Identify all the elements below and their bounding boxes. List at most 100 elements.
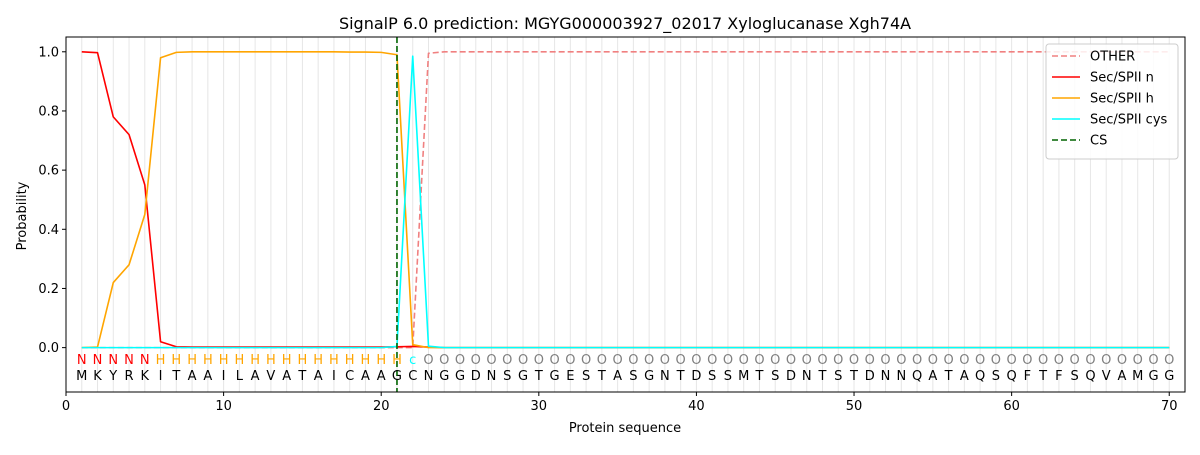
- region-label: O: [1133, 353, 1143, 368]
- series-line-1: [81, 50, 1170, 349]
- residue-label: S: [771, 369, 779, 384]
- residue-label: T: [1038, 369, 1047, 384]
- region-label: O: [975, 353, 985, 368]
- residue-label: M: [1132, 369, 1143, 384]
- residue-label: S: [708, 369, 716, 384]
- region-label: N: [124, 353, 134, 368]
- residue-label: N: [896, 369, 906, 384]
- residue-label: A: [377, 369, 386, 384]
- residue-label: T: [171, 369, 180, 384]
- residue-label: T: [534, 369, 543, 384]
- region-label: O: [880, 353, 890, 368]
- y-tick-label: 0.0: [38, 341, 59, 356]
- residue-label: D: [691, 369, 701, 384]
- region-label: H: [203, 353, 213, 368]
- residue-label: D: [471, 369, 481, 384]
- region-label: O: [423, 353, 433, 368]
- region-label: O: [518, 353, 528, 368]
- region-label: O: [959, 353, 969, 368]
- residue-label: M: [738, 369, 749, 384]
- region-label: H: [329, 353, 339, 368]
- y-tick-label: 1.0: [38, 45, 59, 60]
- residue-label: N: [660, 369, 670, 384]
- region-label: O: [1054, 353, 1064, 368]
- residue-label: I: [222, 369, 226, 384]
- region-label: H: [376, 353, 386, 368]
- residue-label: T: [597, 369, 606, 384]
- residue-label: S: [834, 369, 842, 384]
- residue-label: S: [629, 369, 637, 384]
- region-label: H: [392, 353, 402, 368]
- residue-label: E: [566, 369, 574, 384]
- region-label: O: [1148, 353, 1158, 368]
- x-tick-label: 40: [688, 399, 705, 414]
- chart-title: SignalP 6.0 prediction: MGYG000003927_02…: [339, 14, 911, 34]
- residue-label: N: [802, 369, 812, 384]
- residue-label: S: [992, 369, 1000, 384]
- residue-label: T: [297, 369, 306, 384]
- region-label: O: [549, 353, 559, 368]
- region-label: H: [219, 353, 229, 368]
- legend-label: Sec/SPII h: [1090, 92, 1154, 107]
- region-label: H: [171, 353, 181, 368]
- region-label: H: [345, 353, 355, 368]
- grid-layer: [81, 37, 1170, 392]
- region-label: O: [502, 353, 512, 368]
- x-tick-label: 0: [62, 399, 70, 414]
- region-label: O: [943, 353, 953, 368]
- residue-label: A: [1118, 369, 1127, 384]
- residue-label: D: [865, 369, 875, 384]
- residue-label: L: [236, 369, 244, 384]
- residue-label: G: [550, 369, 560, 384]
- y-axis-label: Probability: [15, 181, 30, 250]
- residue-label: A: [251, 369, 260, 384]
- region-label: O: [534, 353, 544, 368]
- region-label: O: [912, 353, 922, 368]
- region-label: N: [140, 353, 150, 368]
- residue-label: I: [332, 369, 336, 384]
- region-label: O: [581, 353, 591, 368]
- y-tick-label: 0.4: [38, 223, 59, 238]
- region-label: O: [865, 353, 875, 368]
- region-label: O: [660, 353, 670, 368]
- region-label: O: [896, 353, 906, 368]
- series-layer: [81, 37, 1170, 392]
- residue-label: Q: [975, 369, 985, 384]
- region-label: H: [187, 353, 197, 368]
- region-label: H: [266, 353, 276, 368]
- region-label: O: [471, 353, 481, 368]
- region-label: O: [739, 353, 749, 368]
- x-tick-label: 20: [373, 399, 390, 414]
- x-tick-label: 60: [1003, 399, 1020, 414]
- plot-frame: [65, 36, 1186, 393]
- region-label: H: [282, 353, 292, 368]
- residue-label: G: [1164, 369, 1174, 384]
- legend-box: [1045, 43, 1179, 160]
- residue-label: A: [203, 369, 212, 384]
- axis-layer: 0 10 20 30 40 50 60 70 0.0 0.2 0.4 0.6 0.8 1.0: [38, 45, 1177, 414]
- legend-label: OTHER: [1090, 50, 1135, 65]
- series-line-0: [81, 50, 1170, 349]
- region-label: O: [597, 353, 607, 368]
- residue-label: A: [314, 369, 323, 384]
- region-label: O: [565, 353, 575, 368]
- region-label: O: [644, 353, 654, 368]
- region-label: O: [455, 353, 465, 368]
- region-label: O: [817, 353, 827, 368]
- region-label: O: [613, 353, 623, 368]
- series-line-3: [81, 55, 1170, 349]
- region-label: H: [313, 353, 323, 368]
- residue-label: A: [928, 369, 937, 384]
- residue-label: D: [786, 369, 796, 384]
- residue-label: N: [881, 369, 891, 384]
- region-label: O: [439, 353, 449, 368]
- region-label: H: [361, 353, 371, 368]
- residue-label: S: [724, 369, 732, 384]
- region-label: O: [754, 353, 764, 368]
- x-axis-label: Protein sequence: [569, 421, 681, 436]
- residue-label: K: [141, 369, 150, 384]
- legend: OTHER Sec/SPII n Sec/SPII h Sec/SPII cys CS: [1045, 43, 1179, 160]
- residue-label: V: [1102, 369, 1111, 384]
- region-label: N: [93, 353, 103, 368]
